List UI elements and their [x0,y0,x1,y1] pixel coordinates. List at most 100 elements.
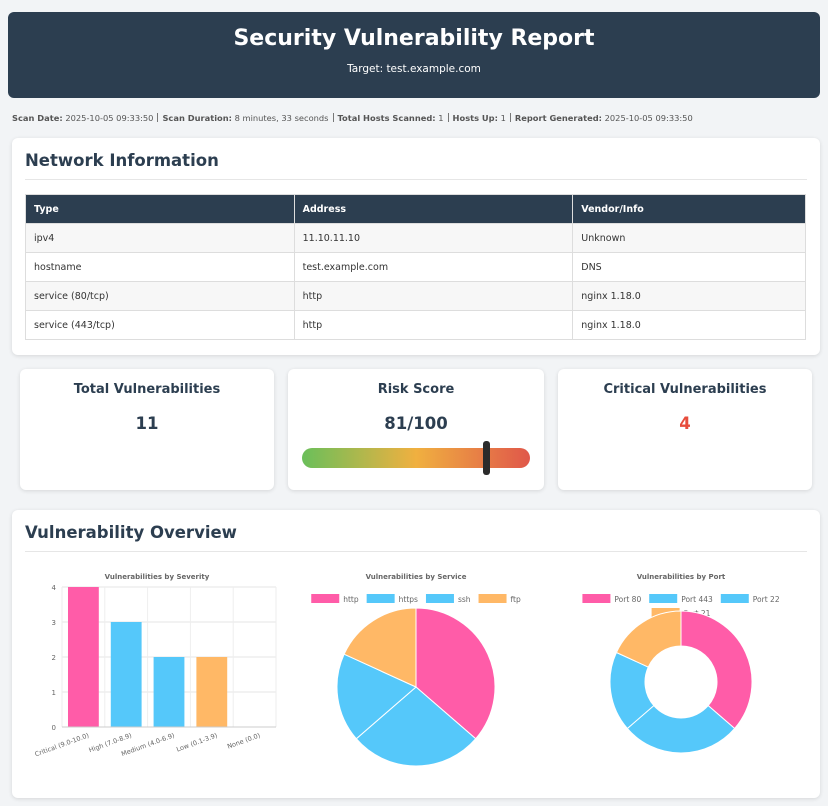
legend-label: Port 80 [614,595,641,604]
legend-label: ssh [458,595,471,604]
scan-value: 2025-10-05 09:33:50 [604,113,693,123]
stat-label: Critical Vulnerabilities [603,382,767,397]
column-header: Type [25,194,295,224]
table-row: hostname test.example.com DNS [25,252,806,282]
scan-label: Hosts Up: [452,113,498,123]
separator [157,113,159,122]
scan-value: 8 minutes, 33 seconds [234,113,329,123]
legend-swatch [582,594,611,603]
bar [153,657,185,727]
scan-value: 1 [500,113,506,123]
legend-swatch [311,594,340,603]
bar [196,657,228,727]
report-title: Security Vulnerability Report [233,26,595,51]
table-cell: 11.10.11.10 [293,223,574,253]
slice [355,686,477,767]
table-cell: Unknown [572,223,806,253]
legend-label: Port 22 [753,595,780,604]
legend-swatch [649,594,678,603]
table-cell: http [293,310,574,340]
chart-title: Vulnerabilities by Port [637,573,726,581]
charts: Vulnerabilities by Severity 0 1 2 3 4 Critical… [34,573,780,767]
scan-info: Scan Date: 2025-10-05 09:33:50 Scan Durat… [12,113,693,123]
legend-item: ftp [478,594,521,604]
risk-gauge [302,441,530,475]
table-cell: hostname [25,252,295,282]
separator [447,113,449,122]
divider [25,179,807,180]
stat-card: Critical Vulnerabilities 4 [558,369,812,490]
scan-label: Total Hosts Scanned: [337,113,436,123]
stat-label: Total Vulnerabilities [73,382,221,397]
slice [343,607,417,688]
bar [110,622,142,727]
network-table: Type Address Vendor/Info ipv4 11.10.11.10 Un… [25,194,806,340]
stat-value: 4 [679,414,691,433]
table-cell: nginx 1.18.0 [572,281,806,311]
table-cell: service (80/tcp) [25,281,295,311]
legend-label: Port 443 [681,595,713,604]
legend-label: ftp [511,595,521,604]
stat-card: Risk Score 81/100 [288,369,544,490]
chart-title: Vulnerabilities by Severity [105,573,210,581]
slice [626,704,736,754]
legend-item: https [366,594,418,604]
legend-item: Port 443 [649,594,713,604]
legend-label: https [399,595,418,604]
table-header: Type Address Vendor/Info [25,194,806,224]
legend-item: http [311,594,359,604]
stat-value: 81/100 [384,414,448,433]
column-header: Vendor/Info [572,194,806,224]
stat-card: Total Vulnerabilities 11 [20,369,274,490]
separator [509,113,511,122]
overview-card: Vulnerability Overview Vulnerabilities b… [12,510,820,798]
section-title: Vulnerability Overview [25,523,237,542]
table-cell: ipv4 [25,223,295,253]
table-cell: nginx 1.18.0 [572,310,806,340]
section-title: Network Information [25,151,219,170]
separator [332,113,334,122]
slice [415,607,496,740]
header: Security Vulnerability Report Target: te… [8,12,820,98]
legend-swatch [720,594,749,603]
y-tick-label: 4 [52,584,57,592]
y-tick-label: 2 [52,654,56,662]
table-cell: test.example.com [293,252,574,282]
scan-label: Scan Duration: [162,113,232,123]
y-tick-label: 3 [52,619,56,627]
scan-value: 1 [438,113,444,123]
report-target: Target: test.example.com [347,63,481,75]
slice [336,653,417,740]
legend-swatch [425,594,454,603]
column-header: Address [293,194,574,224]
legend-item: Port 80 [582,594,641,604]
slice [615,610,682,668]
table-cell: http [293,281,574,311]
scan-label: Scan Date: [12,113,63,123]
chart-title: Vulnerabilities by Service [366,573,467,581]
scan-label: Report Generated: [514,113,602,123]
y-tick-label: 1 [52,689,56,697]
bar [67,587,99,727]
table-cell: service (443/tcp) [25,310,295,340]
slice [680,610,753,730]
stat-value: 11 [135,414,159,433]
x-tick-label: None (0.0) [226,731,261,750]
legend-swatch [478,594,507,603]
table-cell: DNS [572,252,806,282]
legend-label: http [343,595,359,604]
legend-swatch [366,594,395,603]
x-tick-label: Critical (9.0-10.0) [34,731,90,758]
legend-item: ssh [425,594,471,604]
legend-item: Port 22 [720,594,780,604]
risk-marker [483,441,491,475]
network-card: Network Information Type Address Vendor/In… [12,138,820,355]
y-tick-label: 0 [52,724,56,732]
stat-label: Risk Score [377,382,455,397]
divider [25,551,807,552]
scan-value: 2025-10-05 09:33:50 [65,113,154,123]
table-row: ipv4 11.10.11.10 Unknown [25,223,806,253]
x-tick-label: Low (0.1-3.9) [175,731,218,753]
table-row: service (80/tcp) http nginx 1.18.0 [25,281,806,311]
